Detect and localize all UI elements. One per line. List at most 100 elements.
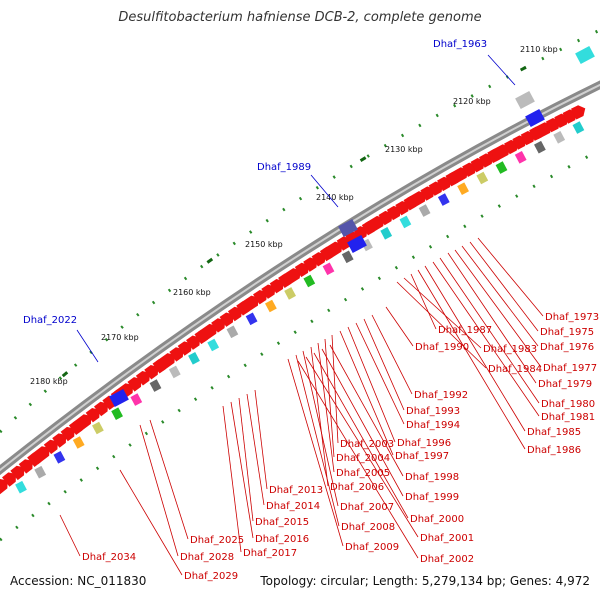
feature-label: Dhaf_1985 [527, 427, 581, 438]
gene-block [149, 379, 162, 392]
gene-arrow [378, 210, 393, 226]
gene-arrow [281, 268, 301, 286]
gene-arrow [144, 365, 159, 380]
feature-label: Dhaf_1980 [541, 399, 595, 410]
feature-label: Dhaf_2025 [190, 535, 244, 546]
leader-line [149, 419, 189, 540]
gene-block [338, 218, 358, 238]
gene-arrow [156, 353, 176, 372]
gene-arrow [420, 186, 435, 201]
gene-arrow [336, 236, 351, 251]
gene-block [525, 108, 545, 128]
gene-arrow [186, 335, 201, 350]
leader-line [321, 348, 404, 497]
gene-arrow [462, 162, 477, 177]
gene-block [347, 234, 367, 254]
scale-label: 2140 kbp [316, 193, 354, 202]
feature-label: Dhaf_2005 [336, 468, 390, 479]
feature-label: Dhaf_1987 [438, 325, 492, 336]
leader-line [424, 265, 526, 432]
leader-line [313, 352, 409, 519]
scale-label: 2150 kbp [245, 240, 283, 249]
gene-arrow [269, 278, 284, 294]
leader-line [310, 174, 339, 208]
feature-label: Dhaf_1993 [406, 406, 460, 417]
gene-block [341, 250, 354, 264]
gene-arrow [253, 289, 268, 305]
leader-line [396, 281, 487, 369]
leader-line [76, 329, 99, 363]
gene-block [495, 161, 508, 174]
label-leader-lines [59, 237, 544, 576]
gene-arrow [197, 323, 217, 342]
feature-label: Dhaf_2007 [340, 502, 394, 513]
feature-label: Dhaf_1976 [540, 342, 594, 353]
leader-line [417, 269, 526, 450]
feature-label: Dhaf_1975 [540, 327, 594, 338]
gene-arrow [2, 472, 16, 487]
feature-label: Dhaf_1994 [406, 420, 460, 431]
gene-arrow [448, 167, 469, 185]
gene-block [418, 204, 431, 217]
gene-block [399, 215, 412, 229]
gene-block [72, 436, 85, 449]
gene-arrow [72, 414, 92, 433]
feature-label: Dhaf_2017 [243, 548, 297, 559]
backbone-highlight [0, 83, 600, 472]
gene-track [0, 45, 595, 498]
leader-line [339, 330, 394, 456]
feature-label: Dhaf_2028 [180, 552, 234, 563]
feature-label: Dhaf_2022 [23, 315, 77, 326]
scale-label: 2160 kbp [173, 288, 211, 297]
leader-line [331, 334, 339, 444]
leader-line [297, 360, 419, 559]
feature-label: Dhaf_2014 [266, 501, 320, 512]
leader-line [230, 401, 254, 539]
gene-arrow [177, 341, 192, 356]
gene-arrow [93, 401, 109, 417]
leader-line [461, 245, 539, 347]
feature-label: Dhaf_1999 [405, 492, 459, 503]
gene-arrow [365, 215, 385, 234]
feature-label: Dhaf_2009 [345, 542, 399, 553]
gene-block [534, 140, 546, 154]
feature-label: Dhaf_1963 [433, 39, 487, 50]
leader-line [246, 393, 265, 506]
scale-label: 2130 kbp [385, 145, 423, 154]
gene-arrow [169, 347, 184, 362]
feature-label: Dhaf_1973 [545, 312, 599, 323]
gene-arrow [239, 295, 259, 314]
gene-arrow [395, 200, 410, 216]
gene-block [476, 171, 489, 185]
gene-arrow [406, 191, 427, 209]
gene-arrow [490, 144, 510, 162]
feature-label: Dhaf_2008 [341, 522, 395, 533]
gene-block [226, 325, 239, 339]
gene-arrow [43, 439, 58, 455]
feature-label: Dhaf_2003 [340, 439, 394, 450]
gene-arrow [470, 157, 485, 173]
leader-line [371, 314, 413, 395]
leader-line [119, 469, 183, 576]
gene-block [322, 262, 335, 276]
scale-label: 2120 kbp [453, 97, 491, 106]
feature-labels-red: Dhaf_1973Dhaf_1975Dhaf_1976Dhaf_1977Dhaf… [82, 312, 599, 582]
leader-line [363, 318, 405, 411]
feature-label: Dhaf_2013 [269, 485, 323, 496]
leader-line [355, 322, 405, 425]
leader-line [487, 54, 516, 86]
scale-labels: 2110 kbp 2120 kbp 2130 kbp 2140 kbp 2150 kbp… [30, 45, 558, 386]
gene-arrow [303, 257, 318, 272]
leader-line [454, 249, 542, 368]
gene-block [15, 480, 27, 494]
feature-label: Dhaf_1990 [415, 342, 469, 353]
feature-label: Dhaf_1979 [538, 379, 592, 390]
leader-line [403, 277, 482, 349]
feature-label: Dhaf_1983 [483, 344, 537, 355]
leader-line [410, 273, 437, 330]
genome-summary-text: Topology: circular; Length: 5,279,134 bp… [260, 574, 590, 588]
feature-label: Dhaf_1984 [488, 364, 542, 375]
leader-line [477, 237, 544, 317]
gene-arrow [311, 252, 326, 267]
